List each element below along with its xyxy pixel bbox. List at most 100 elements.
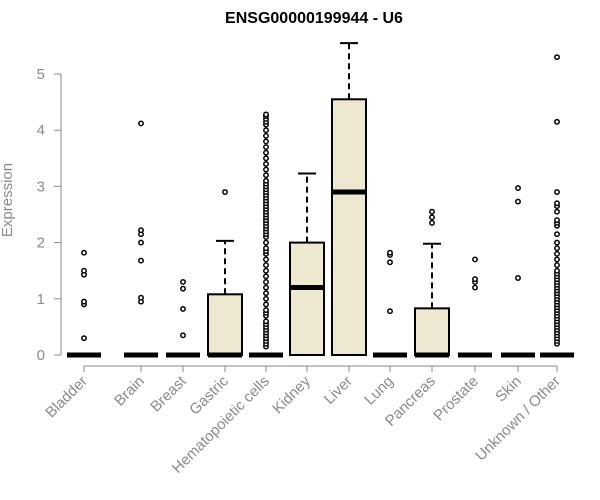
outlier-point bbox=[138, 120, 144, 127]
box-group bbox=[540, 54, 574, 358]
outlier-point bbox=[180, 278, 186, 285]
outlier-point bbox=[222, 189, 228, 195]
outlier-point bbox=[263, 318, 269, 325]
outlier-point bbox=[263, 166, 269, 173]
box-iqr bbox=[289, 241, 325, 357]
outlier-point bbox=[387, 259, 393, 266]
box-group bbox=[207, 189, 243, 358]
outlier-point bbox=[81, 249, 87, 256]
outlier-point bbox=[554, 250, 560, 257]
x-tick-label: Skin bbox=[492, 373, 525, 406]
outlier-point bbox=[429, 214, 435, 221]
y-tick-label: 3 bbox=[37, 178, 45, 195]
y-tick-label: 0 bbox=[37, 347, 45, 364]
outlier-point bbox=[554, 239, 560, 246]
outlier-point bbox=[554, 231, 560, 238]
outlier-point bbox=[263, 132, 269, 139]
y-tick-label: 5 bbox=[37, 66, 45, 83]
y-axis: 0 1 2 3 4 5 bbox=[37, 66, 62, 364]
outlier-point bbox=[81, 335, 87, 342]
outlier-point bbox=[263, 177, 269, 184]
outlier-point bbox=[263, 290, 269, 297]
x-axis bbox=[83, 365, 558, 372]
box-group bbox=[373, 249, 407, 358]
outlier-point bbox=[263, 307, 269, 313]
box-iqr bbox=[331, 98, 367, 357]
outlier-point bbox=[554, 217, 560, 224]
outlier-point bbox=[138, 294, 144, 301]
x-tick-label: Liver bbox=[321, 373, 356, 408]
outlier-point bbox=[263, 301, 269, 308]
box-group bbox=[331, 42, 367, 357]
outlier-point bbox=[429, 219, 435, 226]
outlier-point bbox=[472, 256, 478, 263]
y-tick-label: 4 bbox=[37, 122, 45, 139]
box-group bbox=[501, 185, 535, 358]
outlier-point bbox=[263, 127, 269, 134]
outlier-point bbox=[554, 245, 560, 252]
outlier-point bbox=[263, 155, 269, 162]
box-group bbox=[166, 278, 200, 358]
outlier-point bbox=[263, 239, 269, 246]
outlier-point bbox=[554, 54, 560, 61]
x-tick-label: Brain bbox=[111, 373, 148, 410]
box-group bbox=[124, 120, 158, 358]
x-tick-label: Kidney bbox=[269, 372, 314, 417]
outlier-point bbox=[263, 278, 269, 285]
x-tick-label: Bladder bbox=[42, 373, 91, 422]
outlier-point bbox=[263, 262, 269, 269]
outlier-point bbox=[515, 185, 521, 192]
outlier-point bbox=[263, 284, 269, 291]
outlier-point bbox=[554, 118, 560, 125]
outlier-point bbox=[263, 295, 269, 302]
x-tick-label: Prostate bbox=[430, 373, 482, 425]
box-iqr bbox=[414, 307, 450, 357]
outlier-point bbox=[263, 111, 269, 118]
outlier-point bbox=[472, 276, 478, 283]
box-group bbox=[414, 208, 450, 358]
box-group bbox=[458, 256, 492, 358]
outlier-point bbox=[180, 305, 186, 312]
outlier-point bbox=[429, 208, 435, 215]
outlier-point bbox=[554, 267, 560, 274]
box-group bbox=[289, 172, 325, 357]
outlier-point bbox=[554, 200, 560, 207]
outlier-point bbox=[515, 275, 521, 281]
outlier-point bbox=[263, 160, 269, 167]
outlier-point bbox=[263, 172, 269, 179]
outlier-point bbox=[138, 239, 144, 246]
outlier-point bbox=[387, 308, 393, 315]
outlier-point bbox=[263, 273, 269, 280]
outlier-point bbox=[263, 149, 269, 156]
outlier-point bbox=[554, 208, 560, 215]
y-axis-label: Expression bbox=[0, 163, 16, 237]
outlier-point bbox=[554, 256, 560, 263]
box-group bbox=[67, 249, 101, 358]
outlier-point bbox=[387, 249, 393, 256]
outlier-point bbox=[138, 257, 144, 264]
outlier-point bbox=[263, 267, 269, 274]
outlier-point bbox=[263, 245, 269, 252]
outlier-point bbox=[263, 256, 269, 263]
y-tick-label: 1 bbox=[37, 291, 45, 308]
outlier-point bbox=[138, 227, 144, 234]
outlier-point bbox=[263, 138, 269, 145]
outlier-point bbox=[263, 144, 269, 151]
box-group bbox=[249, 111, 283, 358]
outlier-point bbox=[472, 284, 478, 291]
x-tick-label: Breast bbox=[147, 372, 190, 415]
outlier-point bbox=[81, 298, 87, 305]
box-iqr bbox=[207, 293, 243, 356]
plot-area bbox=[67, 42, 574, 358]
y-tick-label: 2 bbox=[37, 235, 45, 252]
outlier-point bbox=[180, 332, 186, 339]
outlier-point bbox=[81, 267, 87, 274]
x-tick-label: Lung bbox=[361, 373, 397, 409]
outlier-point bbox=[554, 262, 560, 269]
outlier-point bbox=[554, 189, 560, 195]
outlier-point bbox=[180, 285, 186, 292]
outlier-point bbox=[515, 198, 521, 205]
chart-title: ENSG00000199944 - U6 bbox=[225, 10, 403, 27]
